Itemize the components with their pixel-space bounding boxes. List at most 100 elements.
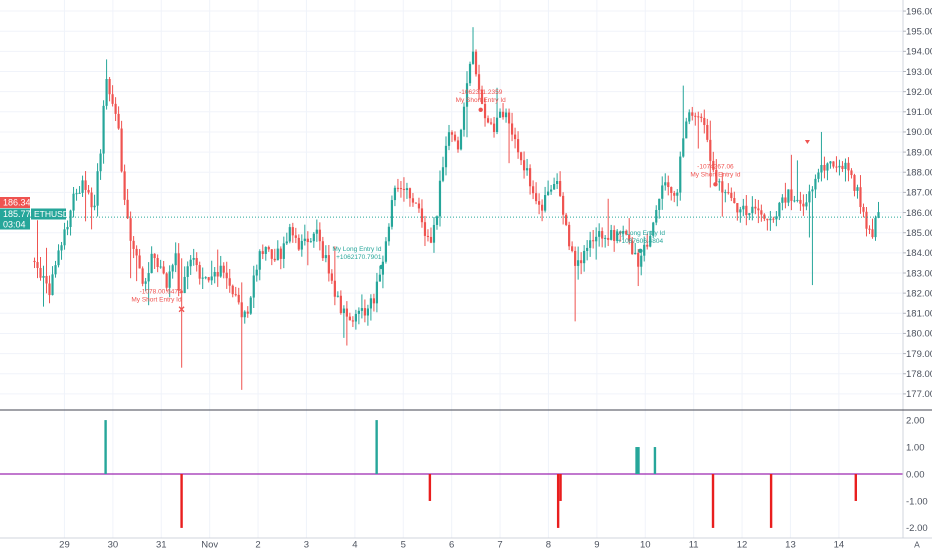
candle: [336, 291, 339, 298]
candle: [165, 272, 168, 292]
settings-button[interactable]: A: [905, 539, 929, 550]
candle: [426, 229, 430, 242]
candle: [189, 255, 192, 275]
candle: [667, 175, 670, 196]
candle-body: [300, 240, 303, 250]
candle-body: [408, 188, 412, 199]
candle: [646, 233, 649, 250]
candle-body: [324, 255, 327, 259]
candle-body: [778, 202, 781, 217]
candle-body: [547, 191, 550, 196]
candle: [105, 59, 108, 110]
candle-body: [661, 185, 664, 199]
candle-body: [405, 188, 409, 191]
candle-body: [51, 274, 54, 296]
candle: [655, 205, 658, 226]
candle: [405, 182, 409, 199]
candle-body: [165, 273, 168, 288]
candle: [252, 265, 255, 309]
candle-body: [625, 231, 628, 235]
candle-body: [273, 258, 276, 261]
candle: [102, 100, 105, 164]
candle: [766, 218, 769, 231]
candle: [483, 98, 487, 127]
candle-body: [225, 272, 228, 279]
candle: [547, 180, 550, 196]
candle-body: [330, 273, 333, 281]
candle-body: [706, 124, 709, 140]
candle: [589, 231, 592, 257]
candle: [826, 162, 829, 181]
candle: [78, 186, 81, 194]
candle-body: [640, 255, 643, 267]
candle-body: [784, 197, 787, 203]
trade-annotation: [804, 140, 810, 145]
candle-body: [474, 51, 478, 75]
time-tick-label: 31: [156, 540, 167, 551]
candle: [120, 120, 123, 173]
candle-body: [697, 116, 700, 118]
candle: [649, 230, 652, 248]
candle: [661, 176, 664, 210]
candle: [874, 215, 877, 241]
candle: [234, 286, 237, 297]
annotation-text: -1078.00.6474: [140, 288, 182, 295]
candle-body: [583, 250, 586, 264]
candle: [610, 224, 613, 241]
candle-body: [613, 230, 616, 241]
candle: [225, 261, 228, 289]
price-tick-label: 192.00: [906, 87, 932, 98]
candle: [396, 178, 400, 192]
candle: [258, 249, 261, 281]
candle: [501, 103, 505, 120]
candle-body: [174, 253, 177, 266]
candle: [285, 232, 288, 245]
candle-body: [78, 192, 81, 194]
indicator-pane: [0, 420, 903, 528]
candle: [856, 184, 859, 199]
candle: [715, 159, 718, 183]
candle-body: [550, 189, 553, 192]
candle-body: [339, 295, 342, 314]
price-tick-label: 195.00: [906, 26, 932, 37]
candle-body: [691, 112, 694, 116]
candle-body: [372, 298, 376, 304]
candle-body: [192, 258, 195, 260]
candle: [616, 229, 619, 244]
candle-body: [33, 260, 36, 263]
candle: [315, 219, 318, 242]
candle-body: [655, 209, 658, 223]
price-tick-label: 177.00: [906, 389, 932, 400]
candle-body: [790, 189, 793, 201]
candle-body: [144, 281, 147, 284]
candle-body: [267, 247, 270, 250]
candle-body: [264, 247, 267, 254]
price-tick-label: 193.00: [906, 67, 932, 78]
candle: [423, 215, 427, 247]
candle-body: [234, 294, 237, 296]
candle: [441, 156, 445, 183]
candle: [96, 163, 99, 217]
candle-body: [201, 277, 204, 279]
candle-body: [516, 139, 520, 153]
candles: [0, 27, 903, 390]
candle: [841, 161, 844, 172]
candle: [522, 151, 526, 179]
marker-price-label: 186.34: [3, 198, 31, 208]
candle-body: [847, 162, 850, 171]
candle: [504, 108, 508, 123]
candle-body: [54, 265, 57, 275]
auto-scale-icon[interactable]: A: [914, 540, 920, 550]
candle: [129, 211, 132, 279]
candle: [793, 195, 796, 203]
candle: [333, 246, 336, 306]
candle: [748, 213, 751, 221]
candle: [378, 267, 382, 282]
candle-body: [811, 189, 814, 192]
candle-body: [544, 195, 547, 211]
time-tick-label: 4: [352, 540, 357, 551]
candle: [90, 187, 93, 230]
